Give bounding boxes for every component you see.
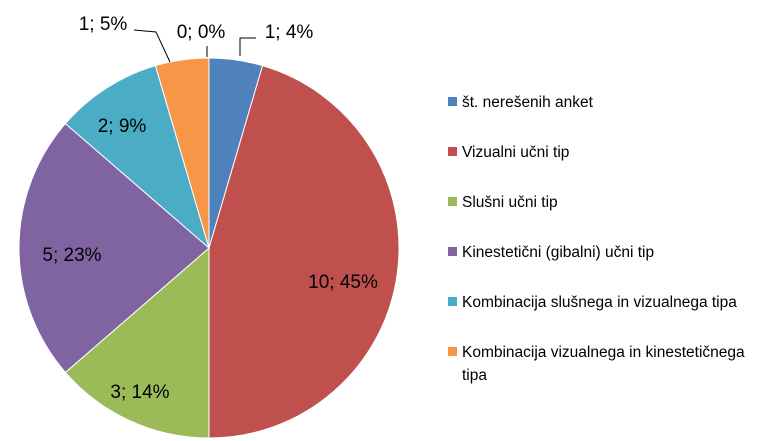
data-label: 2; 9%: [98, 116, 147, 137]
legend-label: Kombinacija vizualnega in kinestetičnega…: [462, 344, 745, 384]
legend-label: Kombinacija slušnega in vizualnega tipa: [462, 294, 737, 311]
legend-item: Vizualni učni tip: [448, 142, 763, 192]
data-label: 3; 14%: [110, 382, 169, 403]
legend-swatch: [448, 247, 457, 256]
pie-slice: [208, 65, 400, 439]
legend-swatch: [448, 97, 457, 106]
pie-slice: [18, 122, 210, 374]
legend-label: št. nerešenih anket: [462, 94, 593, 111]
pie-slice: [154, 57, 210, 249]
legend-item: Slušni učni tip: [448, 192, 763, 242]
leader-line: [239, 37, 256, 56]
legend-swatch: [448, 347, 457, 356]
legend-item: št. nerešenih anket: [448, 92, 763, 142]
data-label: 1; 5%: [79, 14, 128, 35]
legend-item: Kombinacija slušnega in vizualnega tipa: [448, 292, 763, 342]
pie-slice: [64, 246, 210, 439]
data-label: 5; 23%: [42, 245, 101, 266]
data-label: 0; 0%: [177, 22, 226, 43]
legend-swatch: [448, 197, 457, 206]
legend-label: Vizualni učni tip: [462, 144, 570, 161]
data-label: 1; 4%: [265, 22, 314, 43]
legend-label: Kinestetični (gibalni) učni tip: [462, 244, 655, 261]
legend-label: Slušni učni tip: [462, 194, 558, 211]
pie-slice: [64, 65, 210, 250]
legend-item: Kinestetični (gibalni) učni tip: [448, 242, 763, 292]
legend-item: Kombinacija vizualnega in kinestetičnega…: [448, 342, 763, 392]
legend: št. nerešenih anket Vizualni učni tip Sluš…: [448, 92, 763, 392]
legend-swatch: [448, 297, 457, 306]
data-label: 10; 45%: [308, 272, 378, 293]
leader-line: [133, 29, 171, 63]
legend-swatch: [448, 147, 457, 156]
